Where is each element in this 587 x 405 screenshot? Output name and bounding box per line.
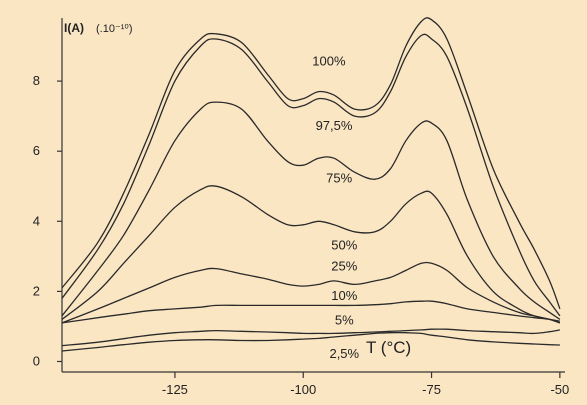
series-label: 100%: [312, 53, 346, 68]
y-axis-label: I(A): [64, 21, 84, 35]
series-label: 2,5%: [329, 346, 359, 361]
series-line: [61, 331, 560, 352]
y-tick-label: 0: [33, 353, 40, 368]
series-line: [61, 17, 561, 310]
x-axis-label: T (°C): [366, 338, 411, 357]
y-axis-unit: (.10⁻¹⁰): [96, 23, 133, 35]
series-line: [61, 300, 561, 324]
y-tick-label: 4: [33, 213, 40, 228]
x-tick-label: -75: [422, 382, 441, 397]
series-label: 10%: [331, 288, 357, 303]
series-line: [61, 261, 561, 324]
y-tick-label: 6: [33, 143, 40, 158]
series-line: [61, 101, 561, 320]
series-label: 25%: [331, 258, 357, 273]
series-line: [61, 328, 561, 347]
series-line: [61, 33, 561, 317]
y-tick-label: 2: [33, 283, 40, 298]
x-tick-label: -50: [550, 382, 569, 397]
series-label: 97,5%: [316, 118, 353, 133]
series-label: 5%: [335, 313, 354, 328]
series-line: [61, 185, 561, 324]
x-tick-label: -125: [162, 382, 188, 397]
x-tick-label: -100: [290, 382, 316, 397]
series-label: 50%: [331, 237, 357, 252]
series-label: 75%: [326, 171, 352, 186]
y-tick-label: 8: [33, 73, 40, 88]
